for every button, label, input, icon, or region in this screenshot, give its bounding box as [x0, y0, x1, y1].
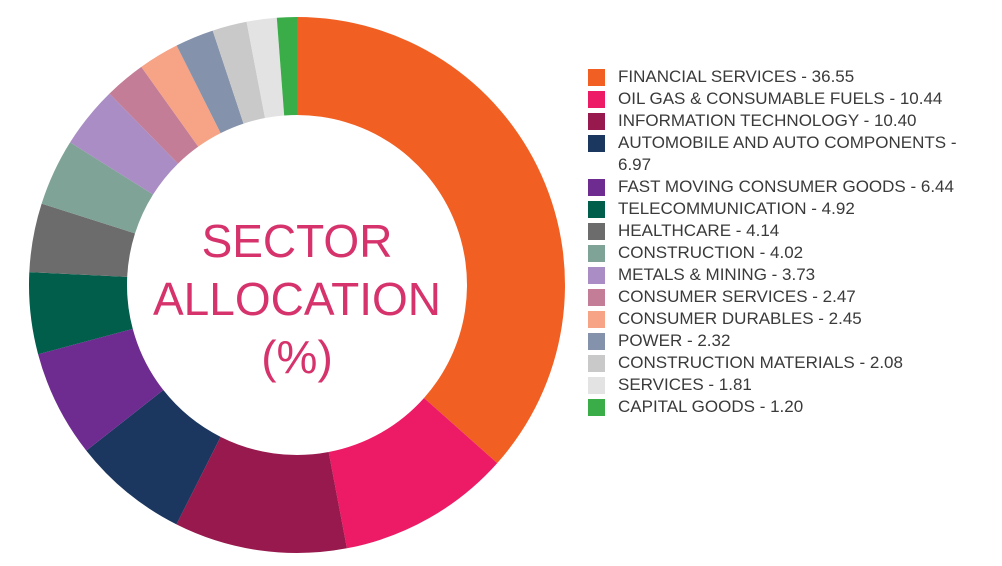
legend-item: CONSTRUCTION - 4.02 [588, 242, 993, 264]
legend-label: OIL GAS & CONSUMABLE FUELS - 10.44 [618, 89, 943, 108]
donut-slice [176, 436, 347, 553]
legend-item: HEALTHCARE - 4.14 [588, 220, 993, 242]
legend-item: SERVICES - 1.81 [588, 374, 993, 396]
donut-slice [28, 272, 133, 355]
legend-swatch [588, 135, 605, 152]
donut-slice [86, 390, 221, 525]
donut-slice [41, 142, 154, 234]
donut-slice [141, 45, 221, 147]
legend-label: POWER - 2.32 [618, 331, 731, 350]
legend-swatch [588, 223, 605, 240]
legend-item: TELECOMMUNICATION - 4.92 [588, 198, 993, 220]
legend-swatch [588, 201, 605, 218]
legend-item: CONSTRUCTION MATERIALS - 2.08 [588, 352, 993, 374]
legend-label: INFORMATION TECHNOLOGY - 10.40 [618, 111, 917, 130]
donut-slice [70, 93, 179, 195]
legend-item: AUTOMOBILE AND AUTO COMPONENTS - 6.97 [588, 132, 993, 176]
donut-slice [328, 397, 498, 549]
legend-label: AUTOMOBILE AND AUTO COMPONENTS - 6.97 [618, 133, 957, 174]
legend-item: OIL GAS & CONSUMABLE FUELS - 10.44 [588, 88, 993, 110]
legend-item: CONSUMER DURABLES - 2.45 [588, 308, 993, 330]
donut-slice [38, 328, 164, 451]
legend-item: CAPITAL GOODS - 1.20 [588, 396, 993, 418]
legend-swatch [588, 311, 605, 328]
legend-swatch [588, 113, 605, 130]
legend-swatch [588, 267, 605, 284]
donut-slice [212, 21, 266, 124]
legend-label: CONSTRUCTION MATERIALS - 2.08 [618, 353, 903, 372]
legend-label: HEALTHCARE - 4.14 [618, 221, 780, 240]
legend-swatch [588, 399, 605, 416]
legend-item: METALS & MINING - 3.73 [588, 264, 993, 286]
legend-swatch [588, 245, 605, 262]
donut-slice [297, 17, 565, 464]
legend-swatch [588, 333, 605, 350]
legend-swatch [588, 91, 605, 108]
legend-swatch [588, 377, 605, 394]
legend-item: FINANCIAL SERVICES - 36.55 [588, 66, 993, 88]
legend-label: METALS & MINING - 3.73 [618, 265, 816, 284]
legend-label: SERVICES - 1.81 [618, 375, 752, 394]
legend-label: CONSTRUCTION - 4.02 [618, 243, 804, 262]
legend-label: FAST MOVING CONSUMER GOODS - 6.44 [618, 177, 954, 196]
legend-swatch [588, 289, 605, 306]
legend-item: CONSUMER SERVICES - 2.47 [588, 286, 993, 308]
legend-label: CONSUMER SERVICES - 2.47 [618, 287, 856, 306]
chart-title: SECTOR ALLOCATION (%) [153, 215, 441, 383]
legend: FINANCIAL SERVICES - 36.55 OIL GAS & CONS… [588, 66, 993, 418]
chart [28, 17, 565, 553]
donut-slice [29, 203, 136, 277]
legend-swatch [588, 355, 605, 372]
legend-item: INFORMATION TECHNOLOGY - 10.40 [588, 110, 993, 132]
donut-slice [276, 17, 297, 116]
legend-label: CONSUMER DURABLES - 2.45 [618, 309, 862, 328]
donut-slice [109, 66, 199, 164]
legend-label: CAPITAL GOODS - 1.20 [618, 397, 804, 416]
legend-item: POWER - 2.32 [588, 330, 993, 352]
legend-label: TELECOMMUNICATION - 4.92 [618, 199, 855, 218]
legend-item: FAST MOVING CONSUMER GOODS - 6.44 [588, 176, 993, 198]
donut-slice [176, 30, 244, 134]
donut-slice [246, 17, 285, 119]
legend-swatch [588, 69, 605, 86]
legend-swatch [588, 179, 605, 196]
legend-label: FINANCIAL SERVICES - 36.55 [618, 67, 855, 86]
